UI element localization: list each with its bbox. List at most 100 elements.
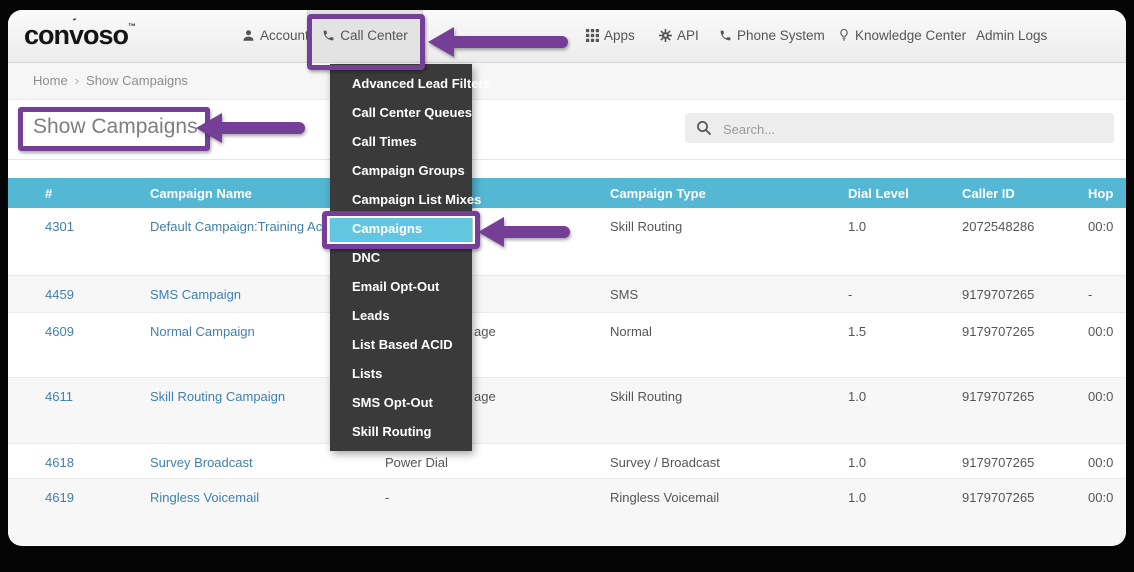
cell-dial-mode-text: - (385, 489, 390, 505)
campaign-id-link[interactable]: 4611 (45, 388, 73, 404)
menu-item-call-times[interactable]: Call Times (352, 134, 417, 149)
cell-caller-id: 2072548286 (962, 219, 1035, 234)
nav-item-account[interactable]: Account (242, 10, 309, 62)
column-header-hop: Hop (1088, 178, 1126, 208)
campaign-name-link[interactable]: Skill Routing Campaign (150, 388, 286, 404)
cell-dial-level: 1.0 (848, 489, 867, 505)
table-row: 4611 Skill Routing Campaign age Skill Routi… (8, 377, 1126, 443)
menu-item-lists[interactable]: Lists (352, 366, 383, 381)
logo-text: convoso (24, 20, 129, 50)
cell-caller-id: 9179707265 (962, 286, 1035, 302)
cell-campaign-type: SMS (610, 286, 639, 302)
call-center-dropdown-menu: Advanced Lead Filters Call Center Queues C… (330, 64, 491, 451)
search-box (685, 113, 1114, 145)
campaign-id-link[interactable]: 4301 (45, 219, 74, 234)
cell-campaign-name: Skill Routing Campaign (150, 377, 385, 443)
cell-id: 4609 (8, 312, 150, 377)
cell-dial-mode: Power Dial (385, 443, 610, 478)
menu-item-sms-opt-out[interactable]: SMS Opt-Out (352, 395, 433, 410)
cell-id: 4611 (8, 377, 150, 443)
nav-item-apps[interactable]: Apps (586, 10, 635, 62)
campaign-id-link[interactable]: 4459 (45, 286, 74, 302)
cell-dial-level: 1.5 (848, 323, 867, 339)
nav-item-label: Call Center (340, 28, 408, 43)
cell-dial-mode-text: age (474, 388, 496, 404)
menu-item-campaign-groups[interactable]: Campaign Groups (352, 163, 465, 178)
cell-dial-mode: age (385, 312, 610, 377)
search-input[interactable] (721, 113, 1105, 145)
cell-campaign-name: Survey Broadcast (150, 443, 385, 478)
table-row: 4609 Normal Campaign age Normal 1.5 917970726… (8, 312, 1126, 377)
menu-item-dnc[interactable]: DNC (352, 250, 381, 265)
search-icon (697, 121, 711, 135)
campaign-id-link[interactable]: 4618 (45, 454, 74, 470)
nav-item-label: Knowledge Center (855, 28, 967, 43)
cell-dial-mode-text: age (474, 323, 496, 339)
cell-dial-mode: - (385, 478, 610, 545)
campaign-name-link[interactable]: Default Campaign:Training Ac (150, 219, 323, 234)
breadcrumb-separator: › (74, 73, 80, 88)
menu-item-list-based-acid[interactable]: List Based ACID (352, 337, 453, 352)
cell-hop: 00:0 (1088, 219, 1114, 234)
logo-trademark: ™ (128, 22, 136, 31)
table-row: 4618 Survey Broadcast Power Dial Survey / B… (8, 443, 1126, 478)
campaign-id-link[interactable]: 4619 (45, 489, 74, 505)
breadcrumb-show-campaigns: Show Campaigns (86, 73, 188, 88)
menu-item-email-opt-out[interactable]: Email Opt-Out (352, 279, 440, 294)
cell-hop: 00:0 (1088, 454, 1114, 470)
campaigns-table: # Campaign Name Campaign Type Dial Level Cal… (8, 178, 1126, 545)
nav-item-call-center[interactable]: Call Center (307, 10, 423, 62)
cell-dial-level: 1.0 (848, 388, 867, 404)
menu-item-leads[interactable]: Leads (352, 308, 390, 323)
cell-id: 4301 (8, 208, 150, 275)
cell-campaign-name: Default Campaign:Training Ac (150, 208, 385, 275)
cell-caller-id: 9179707265 (962, 454, 1035, 470)
bulb-icon (838, 28, 855, 43)
menu-item-call-center-queues[interactable]: Call Center Queues (352, 105, 472, 120)
menu-item-skill-routing[interactable]: Skill Routing (352, 424, 432, 439)
cell-id: 4618 (8, 443, 150, 478)
cell-dial-level: 1.0 (848, 454, 867, 470)
column-header-dial-level: Dial Level (848, 178, 962, 208)
cell-campaign-type: Normal (610, 323, 652, 339)
cell-campaign-type: Skill Routing (610, 219, 683, 234)
breadcrumb-home[interactable]: Home (33, 73, 68, 88)
nav-item-label: Account (260, 28, 309, 43)
cell-id: 4459 (8, 275, 150, 312)
top-navbar: convoso™ ˊ Account Call Center Apps API Phon… (8, 10, 1126, 63)
table-row: 4301 Default Campaign:Training Ac Skill Ro… (8, 208, 1126, 275)
cell-campaign-name: SMS Campaign (150, 275, 385, 312)
grid-icon (586, 28, 604, 43)
campaign-name-link[interactable]: Ringless Voicemail (150, 489, 260, 505)
cell-hop: 00:0 (1088, 489, 1114, 505)
breadcrumb: Home › Show Campaigns (8, 62, 1126, 100)
campaign-name-link[interactable]: Normal Campaign (150, 323, 255, 339)
cell-caller-id: 9179707265 (962, 323, 1035, 339)
menu-item-campaign-list-mixes[interactable]: Campaign List Mixes (352, 192, 482, 207)
campaign-name-link[interactable]: SMS Campaign (150, 286, 242, 302)
nav-item-knowledge-center[interactable]: Knowledge Center (838, 10, 966, 62)
nav-item-api[interactable]: API (659, 10, 699, 62)
phone-icon (322, 28, 340, 43)
cell-dial-level: 1.0 (848, 219, 867, 234)
cell-dial-mode: age (385, 377, 610, 443)
cell-hop: 00:0 (1088, 323, 1114, 339)
convoso-logo[interactable]: convoso™ ˊ (24, 16, 136, 51)
cell-campaign-type: Ringless Voicemail (610, 489, 720, 505)
table-row: 4459 SMS Campaign SMS - 9179707265 - (8, 275, 1126, 312)
nav-item-phone-system[interactable]: Phone System (719, 10, 825, 62)
cell-caller-id: 9179707265 (962, 489, 1035, 505)
campaign-id-link[interactable]: 4609 (45, 323, 74, 339)
campaigns-table-container: # Campaign Name Campaign Type Dial Level Cal… (8, 178, 1126, 546)
menu-item-advanced-lead-filters[interactable]: Advanced Lead Filters (352, 76, 491, 91)
app-window: convoso™ ˊ Account Call Center Apps API Phon… (8, 10, 1126, 546)
campaign-name-link[interactable]: Survey Broadcast (150, 454, 253, 470)
page-title: Show Campaigns (33, 115, 198, 138)
nav-item-admin-logs[interactable]: Admin Logs (976, 10, 1047, 62)
column-header-caller-id: Caller ID (962, 178, 1088, 208)
nav-item-label: Apps (604, 28, 635, 43)
menu-item-campaigns[interactable]: Campaigns (330, 214, 472, 243)
column-header--: # (8, 178, 150, 208)
cell-hop: - (1088, 286, 1093, 302)
page-header: Show Campaigns (8, 100, 1126, 160)
